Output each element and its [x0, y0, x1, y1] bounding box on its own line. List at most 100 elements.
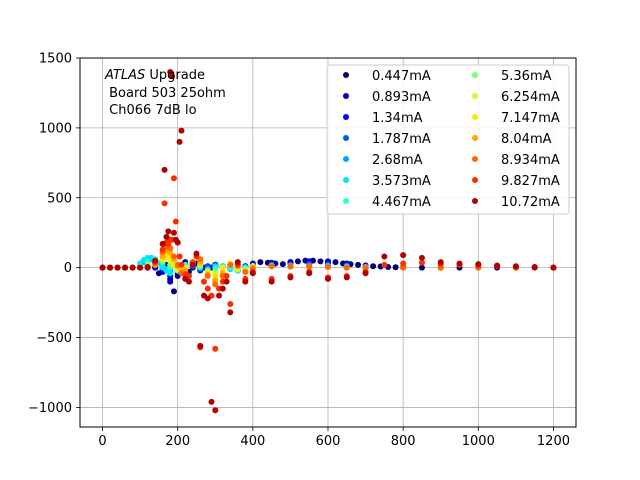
annotation-line-2: Board 503 25ohm [105, 86, 226, 101]
legend-label: 5.36mA [501, 69, 552, 84]
data-point [287, 263, 294, 270]
data-point [475, 261, 482, 268]
legend-label: 1.34mA [372, 111, 423, 126]
data-point [212, 277, 219, 284]
data-point [212, 345, 219, 352]
data-point [178, 261, 185, 268]
legend-label: 8.934mA [501, 153, 560, 168]
data-point [212, 273, 219, 280]
data-point [176, 138, 183, 145]
data-point [456, 260, 463, 267]
legend-label: 8.04mA [501, 132, 552, 147]
legend-label: 3.573mA [372, 174, 431, 189]
data-point [193, 250, 200, 257]
data-point [234, 259, 241, 266]
legend-marker [472, 198, 478, 204]
y-tick-label: 1500 [39, 52, 72, 67]
legend-marker [343, 156, 349, 162]
data-point [144, 263, 151, 270]
data-point [400, 260, 407, 267]
data-point [176, 253, 183, 260]
data-point [227, 261, 234, 268]
data-point [381, 253, 388, 260]
data-point [370, 263, 377, 270]
data-point [174, 239, 181, 246]
data-point [204, 295, 211, 302]
x-tick-label: 200 [165, 434, 190, 449]
legend-box [326, 64, 570, 215]
x-tick-label: 400 [240, 434, 265, 449]
data-point [257, 259, 264, 266]
data-point [189, 261, 196, 268]
data-point [170, 253, 177, 260]
series-10.72mA [99, 68, 557, 414]
data-point [400, 264, 407, 271]
data-point [170, 288, 177, 295]
y-axis-ticks: −1000 −500 0 500 1000 1500 [28, 52, 80, 416]
data-point [161, 200, 168, 207]
y-tick-label: 500 [47, 191, 72, 206]
data-point [279, 261, 286, 268]
legend-marker [343, 114, 349, 120]
y-tick-label: −500 [36, 331, 72, 346]
data-point [163, 233, 170, 240]
data-point [343, 274, 350, 281]
legend-marker [343, 72, 349, 78]
data-point [494, 262, 501, 269]
y-tick-label: 1000 [39, 121, 72, 136]
data-point [512, 263, 519, 270]
data-point [294, 258, 301, 265]
data-point [306, 270, 313, 277]
data-point [242, 278, 249, 285]
legend-marker [472, 177, 478, 183]
data-point [287, 274, 294, 281]
annotation-line-1: ATLAS Upgrade [104, 68, 205, 83]
legend-marker [472, 93, 478, 99]
data-point [550, 264, 557, 271]
legend-marker [472, 156, 478, 162]
data-point [306, 263, 313, 270]
data-point [355, 261, 362, 268]
data-point [216, 292, 223, 299]
data-point [249, 270, 256, 277]
data-point [223, 273, 230, 280]
x-tick-label: 600 [316, 434, 341, 449]
data-point [418, 254, 425, 261]
data-point [122, 264, 129, 271]
y-tick-label: 0 [64, 261, 72, 276]
annotation: ATLAS Upgrade Board 503 25ohm Ch066 7dB … [104, 68, 226, 118]
legend-marker [343, 135, 349, 141]
legend-label: 0.893mA [372, 90, 431, 105]
legend-label: 9.827mA [501, 174, 560, 189]
legend-label: 7.147mA [501, 111, 560, 126]
x-tick-label: 800 [391, 434, 416, 449]
annotation-upgrade: Upgrade [145, 68, 205, 83]
data-point [204, 285, 211, 292]
y-tick-label: −1000 [28, 401, 72, 416]
data-point [219, 285, 226, 292]
data-point [169, 73, 176, 80]
data-point [227, 301, 234, 307]
data-point [212, 407, 219, 414]
data-point [227, 309, 234, 316]
data-point [178, 127, 185, 134]
data-point [325, 275, 331, 282]
data-point [325, 263, 331, 270]
data-point [204, 273, 211, 280]
data-point [170, 229, 177, 236]
data-point [268, 278, 275, 285]
x-tick-label: 1200 [537, 434, 570, 449]
x-tick-label: 0 [98, 434, 106, 449]
legend-label: 2.68mA [372, 153, 423, 168]
x-axis-ticks: 0 200 400 600 800 1000 1200 [98, 427, 570, 449]
data-point [531, 263, 538, 270]
data-point [317, 258, 324, 265]
data-point [332, 259, 339, 266]
data-point [212, 281, 219, 288]
data-point [242, 268, 249, 275]
legend-marker [472, 135, 478, 141]
data-point [223, 278, 230, 285]
data-point [362, 270, 369, 277]
data-point [167, 249, 174, 256]
data-point [381, 261, 388, 268]
